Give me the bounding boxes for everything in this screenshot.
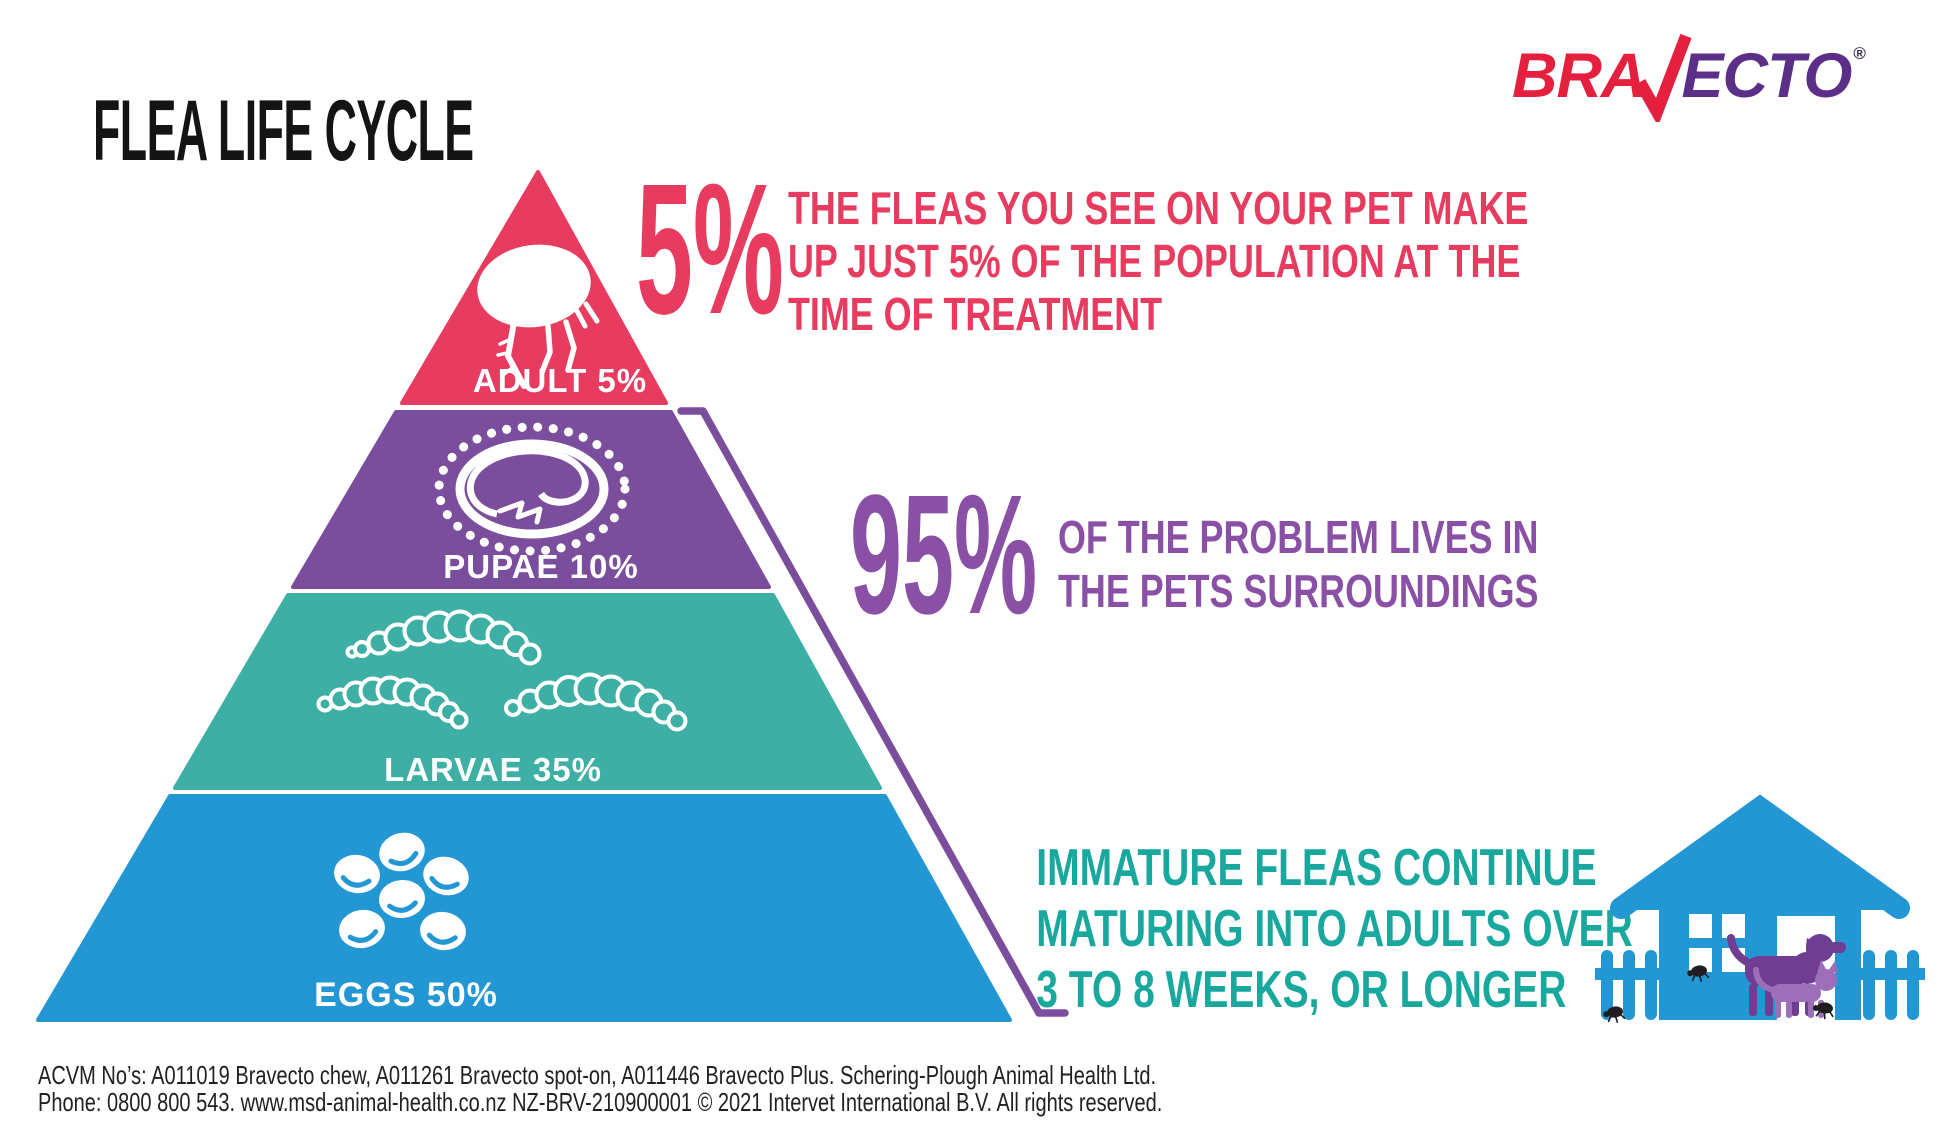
eggs-icon [334, 832, 469, 951]
footer-line2: Phone: 0800 800 543. www.msd-animal-heal… [38, 1087, 1163, 1117]
footer-line1: ACVM No’s: A011019 Bravecto chew, A01126… [38, 1060, 1157, 1090]
bracket-line [677, 407, 1069, 1017]
surroundings-stat: 95% [850, 460, 1038, 650]
footer-disclaimer: ACVM No’s: A011019 Bravecto chew, A01126… [38, 1062, 1162, 1116]
house-body [1610, 794, 1910, 1020]
logo-text-ecto: ECTO [1681, 41, 1853, 111]
adult-callout-text: THE FLEAS YOU SEE ON YOUR PET MAKE UP JU… [788, 182, 1528, 341]
adult-flea-icon [477, 244, 600, 389]
house-window [1689, 914, 1745, 972]
flea-pyramid: ADULT 5% PUPAE 10% [36, 170, 1069, 1022]
adult-stat: 5% [636, 146, 784, 353]
cat-icon [1753, 960, 1838, 1018]
pupae-label: PUPAE 10% [443, 548, 638, 585]
logo-text-bra: BRA [1512, 41, 1646, 111]
checkmark-icon [1634, 33, 1692, 122]
immature-callout-text: IMMATURE FLEAS CONTINUE MATURING INTO AD… [1036, 838, 1633, 1021]
pupae-segment [291, 410, 771, 589]
adult-callout-line3: TIME OF TREATMENT [788, 288, 1163, 340]
immature-callout-line1: IMMATURE FLEAS CONTINUE [1036, 839, 1597, 897]
immature-callout-line3: 3 TO 8 WEEKS, OR LONGER [1036, 961, 1567, 1019]
eggs-segment [36, 794, 1012, 1022]
surroundings-callout-line1: OF THE PROBLEM LIVES IN [1058, 511, 1539, 563]
immature-callout-line2: MATURING INTO ADULTS OVER [1036, 900, 1633, 958]
larvae-label: LARVAE 35% [384, 751, 602, 788]
adult-label: ADULT 5% [473, 362, 647, 399]
adult-callout-line1: THE FLEAS YOU SEE ON YOUR PET MAKE [788, 182, 1529, 234]
surroundings-callout-text: OF THE PROBLEM LIVES IN THE PETS SURROUN… [1058, 510, 1538, 618]
surroundings-callout-line2: THE PETS SURROUNDINGS [1058, 565, 1539, 617]
eggs-label: EGGS 50% [314, 976, 498, 1014]
dog-icon [1727, 934, 1846, 1016]
fence-icon [1595, 950, 1925, 1020]
house-icon [1595, 794, 1925, 1023]
bravecto-logo: BRA ECTO ® [1512, 33, 1866, 122]
page-title: FLEA LIFE CYCLE [93, 82, 474, 179]
flea-dot-icon [1603, 965, 1834, 1023]
adult-callout-line2: UP JUST 5% OF THE POPULATION AT THE [788, 235, 1521, 287]
registered-mark: ® [1853, 44, 1866, 63]
larvae-icon [316, 609, 688, 732]
pupae-icon [434, 422, 630, 556]
